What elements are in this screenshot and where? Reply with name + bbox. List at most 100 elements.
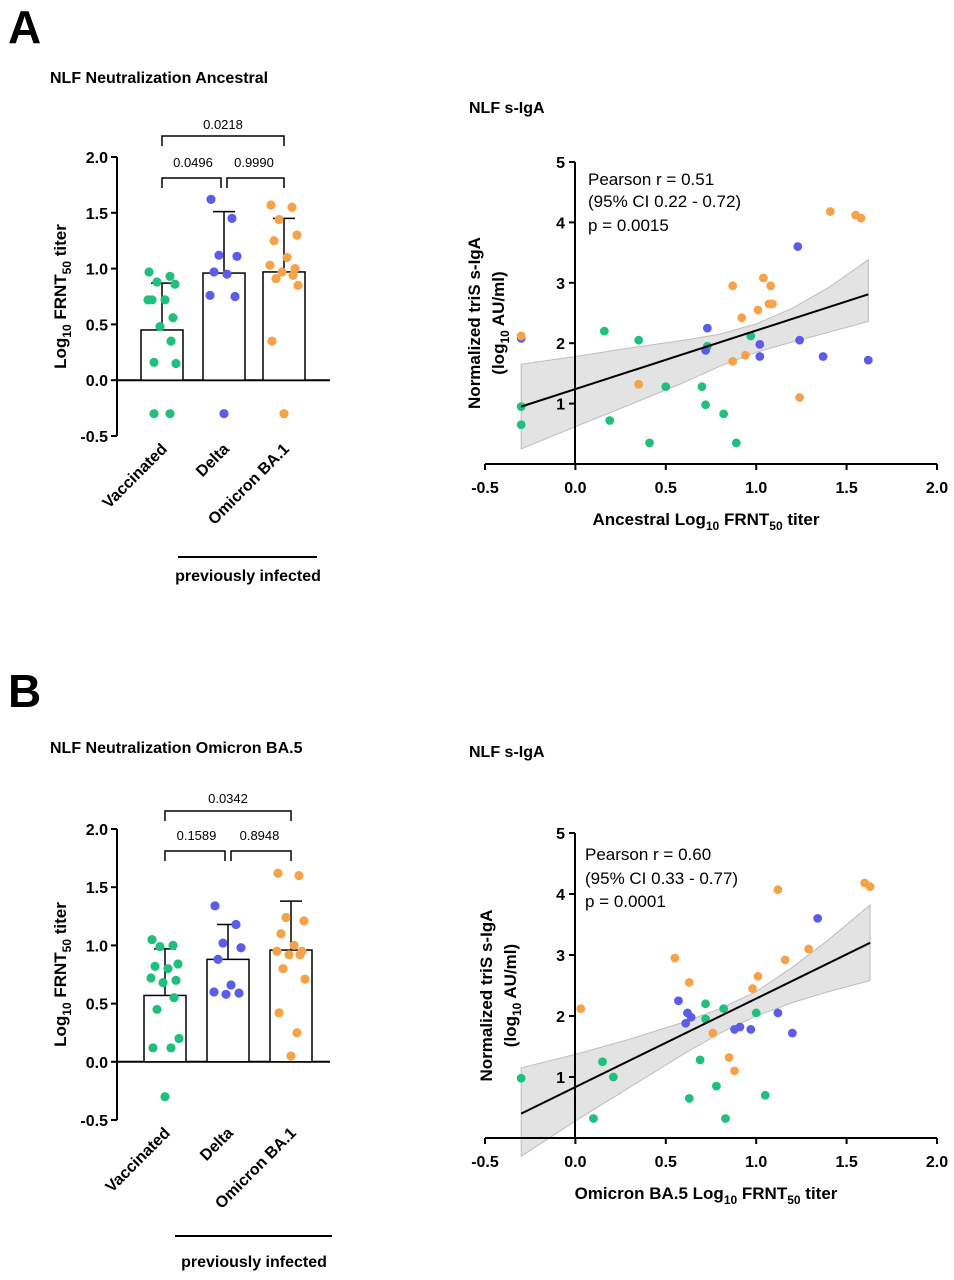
a-bar-point-0 xyxy=(168,313,178,323)
a-scatter-ylabel-line2: (log10 AU/ml) xyxy=(489,271,512,374)
b-scatter-ytick-label: 1 xyxy=(556,1070,565,1087)
b-bar-point-0 xyxy=(171,975,181,985)
b-scatter-ytick-label: 5 xyxy=(556,826,565,843)
a-bar-ytick-label: 0.0 xyxy=(86,373,108,390)
b-scatter-point-omicron xyxy=(576,1004,586,1014)
a-bar-bar-1 xyxy=(202,272,246,381)
a-scatter-ylabel-line2-sub1: 10 xyxy=(498,330,512,344)
a-bar-ylabel-mid: FRNT xyxy=(51,274,70,325)
b-scatter-xtick-label: 1.5 xyxy=(835,1154,857,1171)
b-bar-ytick-label: -0.5 xyxy=(80,1113,108,1130)
a-scatter-point-vaccinated xyxy=(599,326,609,336)
a-bar-point-0 xyxy=(165,271,175,282)
b-scatter-point-delta xyxy=(813,914,823,923)
b-bar-point-2 xyxy=(286,1051,296,1061)
a-bar-ylabel-sub1: 10 xyxy=(60,324,74,338)
b-scatter-stat-2: p = 0.0001 xyxy=(585,892,666,911)
b-scatter-point-vaccinated xyxy=(701,999,710,1009)
b-scatter-ci-band xyxy=(520,903,871,1158)
a-scatter-point-vaccinated xyxy=(719,409,729,419)
a-bar-ytick-label: 1.0 xyxy=(86,262,108,279)
b-bar-point-2 xyxy=(300,974,310,984)
a-bar-point-1 xyxy=(209,267,219,277)
a-bar-category-label: Delta xyxy=(193,441,233,481)
b-scatter-point-vaccinated xyxy=(760,1090,770,1100)
b-scatter-xlabel-sub2: 50 xyxy=(787,1193,801,1207)
a-scatter-point-delta xyxy=(755,340,765,349)
a-bar-point-0 xyxy=(149,409,159,419)
a-scatter-xlabel-end: titer xyxy=(783,510,820,529)
a-bar-ylabel-sub2: 50 xyxy=(60,261,74,275)
a-bar-point-1 xyxy=(219,409,229,419)
a-scatter-stat-2: p = 0.0015 xyxy=(588,216,669,235)
b-bar-ylabel-main: Log xyxy=(51,1016,70,1047)
b-scatter-point-omicron xyxy=(773,885,783,895)
b-scatter-stat-1: (95% CI 0.33 - 0.77) xyxy=(585,869,738,888)
b-bar-point-1 xyxy=(209,987,219,997)
b-bar-bracket-2 xyxy=(164,810,292,821)
b-bar-pvalue-1: 0.8948 xyxy=(240,828,280,843)
b-bar-point-0 xyxy=(168,940,178,951)
a-scatter-fit-line xyxy=(520,293,869,408)
b-bar-point-1 xyxy=(236,943,246,953)
a-scatter-point-omicron xyxy=(759,273,768,283)
b-scatter-point-omicron xyxy=(748,984,757,993)
b-bar-pvalue-0: 0.1589 xyxy=(177,828,217,843)
a-scatter-point-omicron xyxy=(740,350,750,360)
a-bar-point-2 xyxy=(267,336,277,346)
a-bar-point-0 xyxy=(143,295,153,305)
a-bar-point-1 xyxy=(222,269,232,279)
b-bar-bracket-0 xyxy=(164,850,226,861)
a-bar-point-0 xyxy=(155,322,165,332)
a-bar-point-2 xyxy=(271,274,281,284)
b-bar-ylabel: Log10 FRNT50 titer xyxy=(51,902,74,1047)
a-scatter-xlabel-main: Ancestral Log xyxy=(593,510,706,529)
a-scatter-ytick-label: 4 xyxy=(556,215,565,232)
a-scatter-stat-1: (95% CI 0.22 - 0.72) xyxy=(588,192,741,211)
a-scatter-point-vaccinated xyxy=(697,382,707,392)
a-scatter-stat-0: Pearson r = 0.51 xyxy=(588,170,714,189)
a-scatter-xtick-label: 0.5 xyxy=(655,480,677,497)
a-bar-ylabel: Log10 FRNT50 titer xyxy=(51,224,74,369)
a-bar-point-1 xyxy=(227,213,237,223)
a-bar-point-0 xyxy=(152,277,162,287)
b-bar-point-1 xyxy=(218,938,228,948)
a-bar-pvalue-2: 0.0218 xyxy=(203,117,243,132)
b-scatter-point-omicron xyxy=(804,944,814,954)
b-bar-category-label: Delta xyxy=(197,1125,237,1165)
b-bar-point-0 xyxy=(173,959,183,969)
a-scatter-ci-band xyxy=(520,258,869,450)
chart-title-b-bar: NLF Neutralization Omicron BA.5 xyxy=(50,740,303,757)
b-bar-ytick-label: 0.0 xyxy=(86,1055,108,1072)
a-scatter-ytick-label: 1 xyxy=(556,397,565,414)
a-bar-point-1 xyxy=(205,290,215,300)
a-bar-ytick-label: 2.0 xyxy=(86,150,108,167)
b-bar-point-0 xyxy=(158,978,168,988)
a-bar-point-0 xyxy=(149,357,159,367)
b-bar-point-2 xyxy=(299,916,309,926)
b-bar-point-2 xyxy=(281,912,291,923)
a-bar-point-0 xyxy=(144,267,154,277)
b-bar-point-0 xyxy=(169,993,179,1003)
b-bar-point-0 xyxy=(148,1043,158,1053)
a-scatter-ylabel-line1: Normalized triS s-IgA xyxy=(465,237,484,409)
a-scatter-xtick-label: 2.0 xyxy=(926,480,948,497)
b-scatter-point-delta xyxy=(681,1018,691,1028)
a-scatter-point-delta xyxy=(793,242,803,251)
b-bar-point-2 xyxy=(294,870,304,881)
a-bar-point-2 xyxy=(292,230,302,240)
a-scatter-point-delta xyxy=(863,355,873,365)
b-bar-ylabel-end: titer xyxy=(51,902,70,939)
a-scatter-xtick-label: 0.0 xyxy=(564,480,586,497)
a-scatter-point-vaccinated xyxy=(701,400,710,410)
b-scatter-xtick-label: 0.5 xyxy=(655,1154,677,1171)
b-bar-ytick-label: 1.5 xyxy=(86,880,108,897)
b-scatter-point-omicron xyxy=(724,1053,734,1062)
a-bar-point-2 xyxy=(266,200,276,210)
a-scatter-xlabel-sub1: 10 xyxy=(706,519,720,533)
b-scatter-point-omicron xyxy=(708,1028,718,1038)
a-scatter-ytick-label: 3 xyxy=(556,276,565,293)
b-scatter-point-omicron xyxy=(730,1066,739,1076)
a-bar-ylabel-end: titer xyxy=(51,224,70,261)
b-scatter-xtick-label: -0.5 xyxy=(471,1154,499,1171)
